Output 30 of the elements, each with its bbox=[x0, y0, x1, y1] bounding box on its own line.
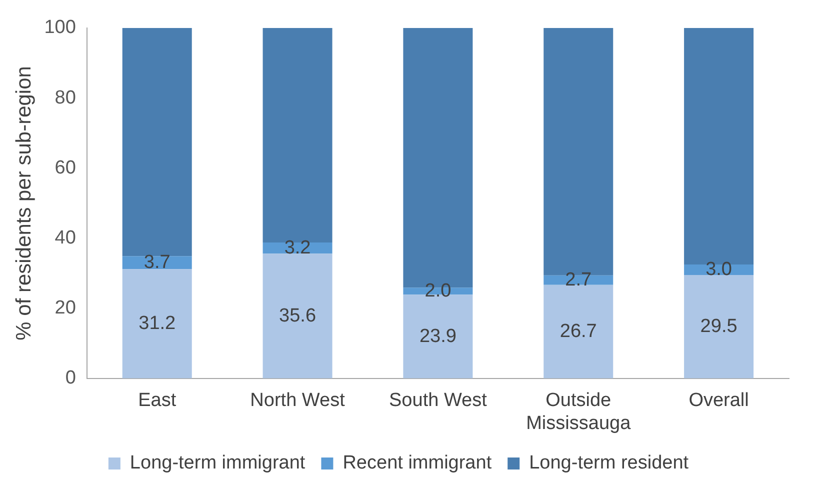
y-tick-label: 80 bbox=[54, 87, 76, 108]
bar bbox=[122, 256, 192, 270]
y-tick-label: 40 bbox=[54, 227, 76, 248]
data-label: 23.9 bbox=[419, 326, 456, 347]
bar bbox=[122, 28, 192, 256]
legend-label: Long-term resident bbox=[529, 452, 690, 474]
bar bbox=[262, 254, 332, 378]
y-tick-label: 20 bbox=[54, 298, 76, 319]
y-tick-label: 0 bbox=[65, 368, 76, 389]
y-tick-label: 60 bbox=[54, 157, 76, 178]
y-axis-title: % of residents per sub-region bbox=[12, 66, 36, 340]
x-tick-label: Overall bbox=[688, 390, 749, 412]
legend-label: Recent immigrant bbox=[342, 452, 492, 474]
data-label: 3.7 bbox=[144, 252, 170, 273]
data-label: 3.0 bbox=[706, 259, 732, 280]
x-tick-label: North West bbox=[250, 390, 346, 412]
bar bbox=[122, 269, 192, 378]
data-label: 2.7 bbox=[565, 269, 592, 290]
data-label: 31.2 bbox=[138, 312, 176, 334]
y-tick-label: 100 bbox=[44, 17, 76, 38]
x-tick-label: South West bbox=[389, 390, 488, 412]
data-label: 26.7 bbox=[560, 320, 597, 342]
bar bbox=[684, 275, 754, 378]
data-label: 35.6 bbox=[279, 305, 316, 326]
legend-label: Long-term immigrant bbox=[130, 452, 306, 474]
x-tick-label: East bbox=[138, 390, 177, 412]
bar bbox=[544, 284, 614, 378]
data-label: 29.5 bbox=[700, 316, 738, 337]
data-label: 3.2 bbox=[284, 237, 311, 258]
x-tick-label: Outside Mississauga bbox=[526, 390, 632, 434]
